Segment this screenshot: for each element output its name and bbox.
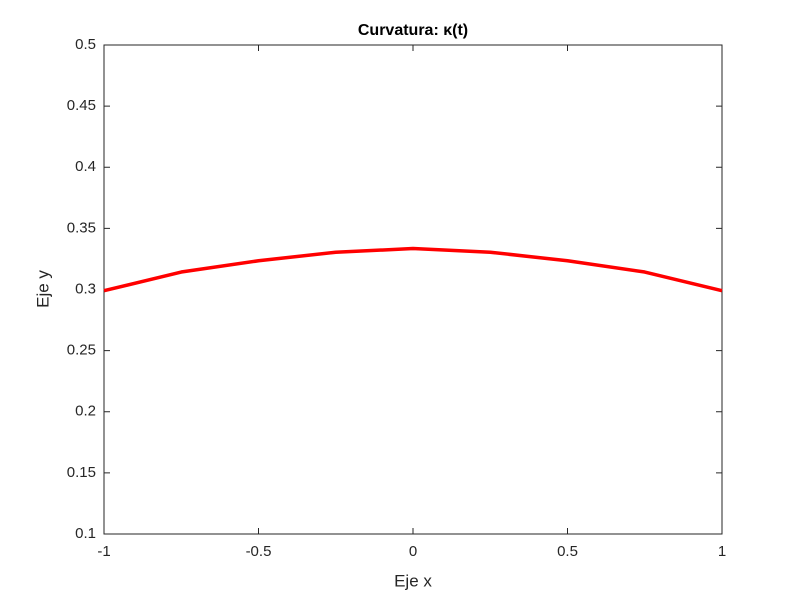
x-tick-label: 0 [409,543,417,560]
y-tick-label: 0.1 [75,525,96,542]
x-tick-label: -0.5 [246,543,272,560]
x-axis-label: Eje x [394,571,432,590]
plot-area [103,44,723,535]
y-tick-label: 0.5 [75,36,96,53]
data-line [103,246,723,293]
x-tick-label: 0.5 [557,543,578,560]
y-tick-label: 0.25 [67,342,96,359]
y-tick-label: 0.35 [67,219,96,236]
y-tick-label: 0.45 [67,97,96,114]
y-tick-label: 0.3 [75,280,96,297]
x-tick-label: 1 [718,543,726,560]
y-tick-label: 0.2 [75,403,96,420]
y-axis-label: Eje y [33,270,52,308]
x-tick-label: -1 [97,543,110,560]
y-tick-label: 0.15 [67,464,96,481]
chart-title: Curvatura: κ(t) [358,22,468,39]
y-tick-label: 0.4 [75,158,96,175]
